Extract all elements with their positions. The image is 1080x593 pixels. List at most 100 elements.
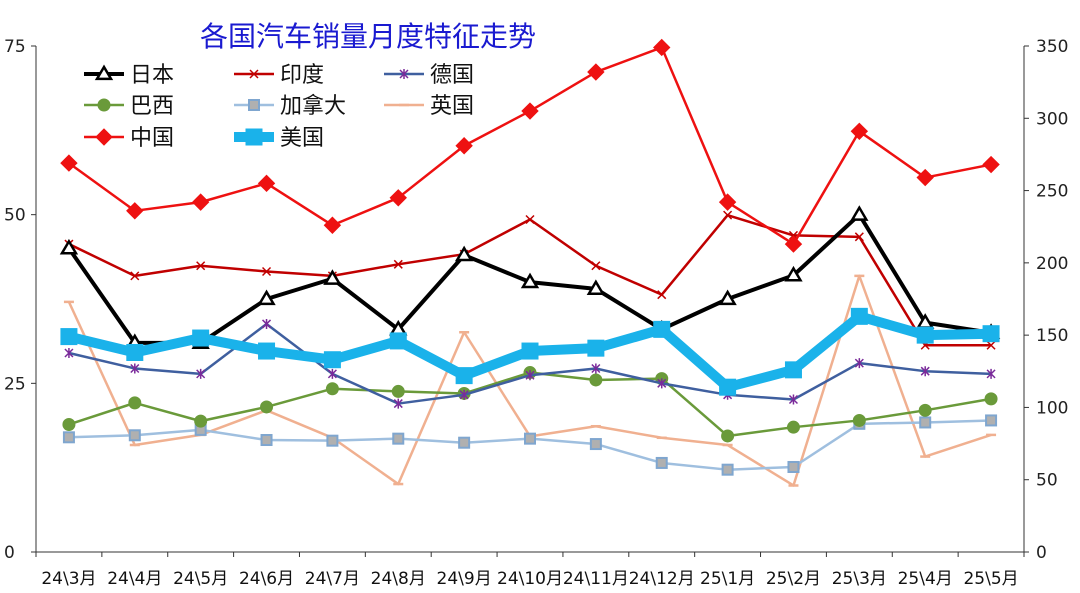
data-point-巴西 [62,417,76,431]
legend-item-巴西: 巴西 [84,94,174,119]
data-point-中国 [257,174,276,193]
y-left-tick-label: 25 [4,374,26,394]
data-point-加拿大 [524,432,536,445]
x-tick-label: 24\4月 [107,569,162,589]
data-point-中国 [718,193,737,211]
x-tick-label: 25\4月 [898,569,953,589]
x-tick-label: 24\8月 [371,569,426,589]
legend-item-美国: 美国 [234,126,324,151]
data-point-德国 [196,368,206,379]
data-point-巴西 [194,414,208,428]
data-point-巴西 [852,413,866,427]
y-right-tick-label: 300 [1036,109,1068,129]
y-right-tick-label: 0 [1036,543,1047,563]
data-point-美国 [850,307,868,325]
legend-item-印度: 印度 [234,63,324,88]
y-right-tick-label: 100 [1036,398,1068,418]
x-tick-label: 25\1月 [700,569,755,589]
data-point-中国 [521,102,539,120]
data-point-美国 [126,343,144,361]
data-point-日本 [454,245,474,262]
legend-marker [95,128,113,146]
data-point-美国 [258,342,276,360]
legend-label: 德国 [430,63,474,88]
data-point-德国 [657,378,667,389]
data-point-加拿大 [787,460,800,473]
legend-marker [245,128,263,146]
data-point-德国 [525,370,535,381]
data-point-中国 [455,137,473,155]
axes: 0 25 50 75 0 50 100 150 200 250 300 350 24\3月 24\4月 24… [4,37,1068,589]
legend-item-加拿大: 加拿大 [234,93,346,119]
legend-label: 美国 [280,126,324,151]
series-美国 [60,307,1000,396]
data-point-印度 [657,290,667,300]
series-中国 [60,38,1000,253]
data-point-美国 [587,339,605,357]
data-point-加拿大 [392,432,405,445]
series-layer [59,38,1001,487]
data-point-中国 [982,155,1000,174]
legend-label: 巴西 [130,94,174,119]
y-right-tick-label: 50 [1036,471,1058,491]
legend-label: 英国 [430,94,474,119]
data-point-美国 [653,320,671,338]
data-point-印度 [525,214,535,225]
data-point-中国 [916,168,934,187]
data-point-巴西 [721,429,735,443]
data-point-中国 [784,235,803,253]
y-right-tick-label: 150 [1036,326,1068,346]
data-point-德国 [130,363,140,374]
y-left-tick-label: 0 [4,543,15,563]
data-point-印度 [854,232,864,242]
data-point-加拿大 [260,434,273,447]
y-right-tick-label: 350 [1036,37,1068,57]
legend-marker [94,64,114,81]
data-point-日本 [59,238,79,255]
data-point-加拿大 [655,456,668,469]
data-point-加拿大 [589,438,602,451]
data-point-印度 [262,267,272,277]
data-point-中国 [60,154,78,172]
data-point-美国 [192,329,210,347]
data-point-加拿大 [128,429,141,442]
data-point-加拿大 [326,434,339,447]
data-point-中国 [191,193,210,211]
data-point-中国 [653,38,671,57]
data-point-日本 [520,272,540,289]
data-point-加拿大 [458,436,471,449]
legend-item-英国: 英国 [384,94,474,119]
data-point-日本 [257,289,276,306]
x-tick-label: 25\5月 [963,569,1018,589]
data-point-印度 [130,271,140,281]
data-point-加拿大 [919,416,932,429]
data-point-美国 [389,332,407,350]
data-point-德国 [920,366,930,377]
legend-item-中国: 中国 [84,126,174,151]
x-tick-label: 24\6月 [239,569,294,589]
data-point-美国 [784,361,802,379]
data-point-巴西 [786,420,800,434]
series-德国 [64,318,996,409]
data-point-美国 [916,326,934,344]
y-left-tick-label: 75 [4,37,26,57]
legend-label: 日本 [130,63,174,88]
data-point-日本 [850,205,869,221]
x-tick-label: 25\3月 [832,569,887,589]
data-point-巴西 [589,373,603,387]
data-point-德国 [591,363,601,374]
x-tick-label: 24\7月 [305,569,360,589]
chart-title: 各国汽车销量月度特征走势 [200,20,536,53]
legend-item-德国: 德国 [384,63,474,88]
legend-marker [97,98,111,112]
legend-label: 加拿大 [280,93,346,119]
data-point-美国 [323,351,341,369]
legend-marker [399,69,409,79]
y-right-tick-label: 250 [1036,182,1068,202]
data-point-日本 [323,269,342,285]
data-point-加拿大 [721,463,734,476]
data-point-德国 [327,368,337,379]
